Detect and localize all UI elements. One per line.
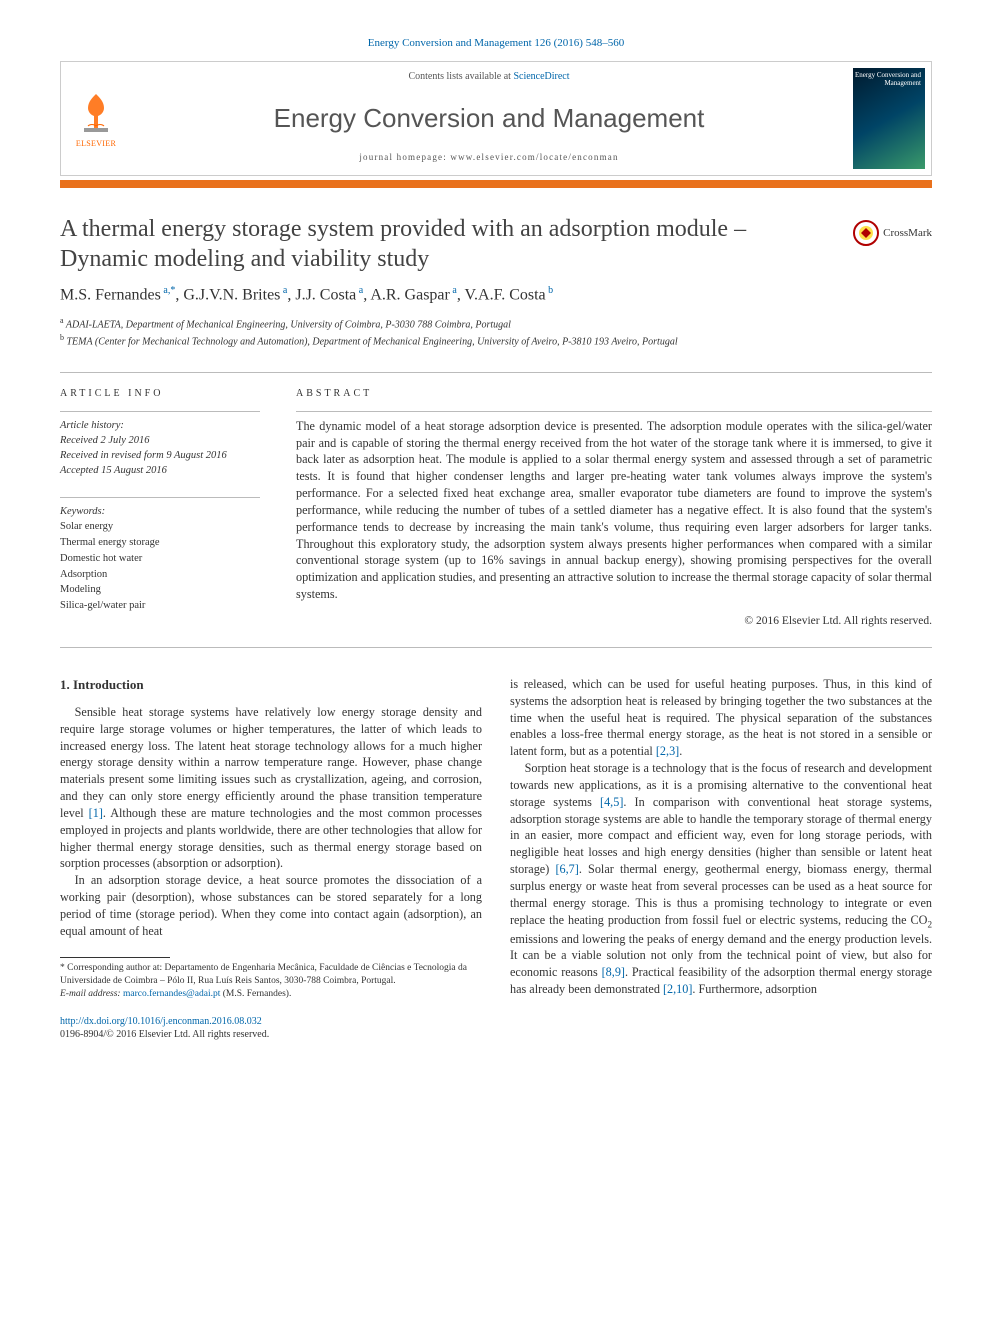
journal-cover-thumbnail[interactable]: Energy Conversion and Management [853, 68, 925, 169]
crossmark-badge[interactable]: CrossMark [853, 220, 932, 246]
body-columns: 1. Introduction Sensible heat storage sy… [60, 676, 932, 1001]
email-link[interactable]: marco.fernandes@adai.pt [123, 989, 220, 999]
contents-available-line: Contents lists available at ScienceDirec… [139, 70, 839, 84]
elsevier-tree-icon [74, 88, 118, 136]
section-heading: 1. Introduction [60, 676, 482, 694]
ref-link[interactable]: [2,3] [656, 744, 679, 758]
homepage-link[interactable]: www.elsevier.com/locate/enconman [450, 152, 618, 162]
footnotes: * Corresponding author at: Departamento … [60, 962, 482, 1000]
affiliations: a ADAI-LAETA, Department of Mechanical E… [60, 315, 932, 350]
journal-title: Energy Conversion and Management [139, 100, 839, 136]
ref-link[interactable]: [1] [89, 806, 103, 820]
authors-line: M.S. Fernandes a,*, G.J.V.N. Brites a, J… [60, 284, 932, 307]
ref-link[interactable]: [4,5] [600, 795, 623, 809]
ref-link[interactable]: [2,10] [663, 982, 692, 996]
journal-header: ELSEVIER Contents lists available at Sci… [60, 61, 932, 176]
crossmark-icon [853, 220, 879, 246]
article-history: Article history: Received 2 July 2016 Re… [60, 411, 260, 479]
divider [60, 647, 932, 648]
elsevier-logo[interactable]: ELSEVIER [61, 62, 131, 175]
abstract-column: abstract The dynamic model of a heat sto… [296, 387, 932, 629]
corresponding-author: * Corresponding author at: Departamento … [60, 962, 482, 988]
ref-link[interactable]: [8,9] [602, 965, 625, 979]
doi-link[interactable]: http://dx.doi.org/10.1016/j.enconman.201… [60, 1016, 262, 1027]
body-paragraph: Sorption heat storage is a technology th… [510, 760, 932, 998]
keyword: Silica-gel/water pair [60, 600, 145, 611]
ref-link[interactable]: [6,7] [555, 862, 578, 876]
publisher-name: ELSEVIER [76, 138, 116, 149]
keyword: Solar energy [60, 521, 113, 532]
doi-block: http://dx.doi.org/10.1016/j.enconman.201… [60, 1015, 932, 1042]
header-citation[interactable]: Energy Conversion and Management 126 (20… [60, 36, 932, 51]
abstract-copyright: © 2016 Elsevier Ltd. All rights reserved… [296, 613, 932, 629]
journal-homepage: journal homepage: www.elsevier.com/locat… [139, 151, 839, 164]
email-label: E-mail address: [60, 989, 123, 999]
body-paragraph: In an adsorption storage device, a heat … [60, 872, 482, 939]
keyword: Thermal energy storage [60, 537, 160, 548]
email-author: (M.S. Fernandes). [220, 989, 291, 999]
keyword: Modeling [60, 584, 101, 595]
abstract-text: The dynamic model of a heat storage adso… [296, 411, 932, 603]
article-info-label: article info [60, 387, 260, 401]
body-paragraph: is released, which can be used for usefu… [510, 676, 932, 760]
article-info-column: article info Article history: Received 2… [60, 387, 260, 629]
body-paragraph: Sensible heat storage systems have relat… [60, 704, 482, 872]
article-title: A thermal energy storage system provided… [60, 214, 835, 274]
keywords-block: Keywords: Solar energy Thermal energy st… [60, 497, 260, 614]
sciencedirect-link[interactable]: ScienceDirect [513, 71, 569, 82]
footnote-separator [60, 957, 170, 958]
abstract-label: abstract [296, 387, 932, 401]
divider [60, 372, 932, 373]
keyword: Domestic hot water [60, 553, 142, 564]
issn-copyright: 0196-8904/© 2016 Elsevier Ltd. All right… [60, 1029, 269, 1040]
keyword: Adsorption [60, 569, 107, 580]
accent-bar [60, 180, 932, 188]
